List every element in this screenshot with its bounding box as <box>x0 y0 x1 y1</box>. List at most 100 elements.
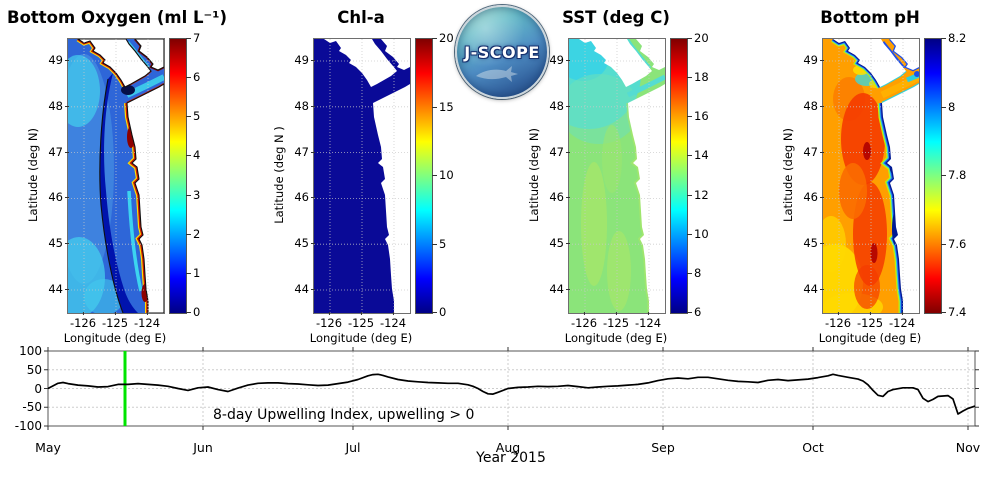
x-axis-label: Longitude (deg E) <box>63 331 167 345</box>
x-tick-label: -124 <box>888 312 916 330</box>
x-tick-label: -126 <box>824 312 852 330</box>
jet-reversed-colorbar-gradient <box>925 39 941 313</box>
y-tick-label: 44 <box>522 282 570 296</box>
colorbar-tick-label: 20 <box>432 31 454 45</box>
x-tick-label: -125 <box>602 312 630 330</box>
colorbar-ticks: 20 18 16 14 12 10 8 6 <box>686 31 728 319</box>
x-tick-label: Nov <box>955 440 981 455</box>
jet-colorbar-gradient <box>170 39 186 313</box>
timeseries-x-axis-label: Year 2015 <box>476 450 546 466</box>
jet-colorbar-gradient <box>416 39 432 313</box>
upwelling-index-line <box>47 373 976 415</box>
map-sst <box>568 38 666 314</box>
x-axis-ticks: -126 -125 -124 <box>67 312 163 330</box>
y-tick-label: 48 <box>21 99 69 113</box>
y-tick-label: 47 <box>776 145 824 159</box>
y-tick-label: -50 <box>22 400 42 415</box>
upwelling-timeseries-plot <box>44 347 979 430</box>
colorbar-tick-label: 7 <box>185 31 201 45</box>
x-axis-label: Longitude (deg E) <box>818 331 922 345</box>
x-tick-label: -125 <box>101 312 129 330</box>
colorbar-tick-label: 0 <box>431 305 447 319</box>
colorbar-tick-label: 1 <box>185 265 201 280</box>
colorbar-tick-label: 3 <box>185 187 201 202</box>
x-tick-label: -124 <box>133 312 161 330</box>
x-tick-label: -125 <box>856 312 884 330</box>
chl-a-heatmap <box>314 39 410 313</box>
colorbar-ticks: 7 6 5 4 3 2 1 0 <box>185 31 227 319</box>
y-tick-label: 45 <box>776 236 824 250</box>
timeseries-month-ticks: May Jun Jul Aug Sep Oct Nov <box>0 440 1000 456</box>
panel-title: Bottom Oxygen (ml L⁻¹) <box>7 8 228 27</box>
y-tick-label: 44 <box>776 282 824 296</box>
y-tick-label: 48 <box>776 99 824 113</box>
colorbar-tick-label: 14 <box>687 148 709 163</box>
x-tick-label: Aug <box>495 440 521 455</box>
x-tick-label: Jun <box>193 440 213 455</box>
y-tick-label: 47 <box>267 145 315 159</box>
x-tick-label: -124 <box>634 312 662 330</box>
y-tick-label: 45 <box>522 236 570 250</box>
y-tick-label: 46 <box>776 190 824 204</box>
colorbar-tick-label: 5 <box>431 236 447 251</box>
colorbar-tick-label: 16 <box>687 109 709 124</box>
colorbar-tick-label: 7.8 <box>940 168 967 182</box>
panel-bottom-ph: Bottom pH Latitude (deg N) <box>762 0 982 345</box>
y-tick-label: 0 <box>34 381 42 396</box>
map-chl-a <box>313 38 411 314</box>
x-axis-ticks: -126 -125 -124 <box>313 312 409 330</box>
x-tick-label: -126 <box>69 312 97 330</box>
x-tick-label: Jul <box>345 440 361 455</box>
panel-sst: SST (deg C) Latitude (deg N) <box>508 0 728 345</box>
bottom-ph-heatmap <box>823 39 919 313</box>
x-tick-label: -124 <box>379 312 407 330</box>
panel-bottom-oxygen: Bottom Oxygen (ml L⁻¹) Latitude (deg N) <box>7 0 227 345</box>
x-tick-label: May <box>35 440 61 455</box>
colorbar-tick-label: 5 <box>185 109 201 124</box>
jet-colorbar-gradient <box>671 39 687 313</box>
colorbar-tick-label: 7.6 <box>940 236 967 251</box>
colorbar-ticks: 8.2 8 7.8 7.6 7.4 <box>940 31 982 319</box>
colorbar-bottom-ph <box>924 38 942 314</box>
colorbar-tick-label: 8.2 <box>940 31 967 45</box>
y-tick-label: 49 <box>522 53 570 67</box>
colorbar-tick-label: 4 <box>185 148 201 163</box>
map-bottom-ph <box>822 38 920 314</box>
x-tick-label: -125 <box>347 312 375 330</box>
y-axis-ticks: 49 48 47 46 45 44 <box>21 38 69 312</box>
colorbar-tick-label: 2 <box>185 226 201 241</box>
y-tick-label: 45 <box>267 236 315 250</box>
y-tick-label: 49 <box>776 53 824 67</box>
y-tick-label: 44 <box>21 282 69 296</box>
timeseries-y-ticks: 100 50 0 -50 -100 <box>4 344 42 437</box>
y-axis-ticks: 49 48 47 46 45 44 <box>267 38 315 312</box>
upwelling-timeseries-panel: 100 50 0 -50 -100 May Jun Jul Aug Sep Oct Nov 8-da… <box>0 344 1000 479</box>
sst-heatmap <box>569 39 665 313</box>
panel-title: Chl-a <box>337 8 385 27</box>
colorbar-tick-label: 6 <box>686 304 702 319</box>
y-tick-label: 44 <box>267 282 315 296</box>
panel-title: SST (deg C) <box>562 8 670 27</box>
colorbar-tick-label: 18 <box>687 70 709 85</box>
y-axis-ticks: 49 48 47 46 45 44 <box>522 38 570 312</box>
colorbar-tick-label: 12 <box>687 187 709 202</box>
x-tick-label: Sep <box>651 440 675 455</box>
y-tick-label: 45 <box>21 236 69 250</box>
panel-chl-a: Chl-a Latitude (deg N ) 49 48 47 46 45 44 -12… <box>253 0 473 345</box>
y-tick-label: 49 <box>21 53 69 67</box>
shark-icon <box>476 66 518 82</box>
x-axis-ticks: -126 -125 -124 <box>822 312 918 330</box>
y-tick-label: 50 <box>26 362 42 377</box>
y-tick-label: 46 <box>267 190 315 204</box>
y-axis-ticks: 49 48 47 46 45 44 <box>776 38 824 312</box>
x-axis-label: Longitude (deg E) <box>564 331 668 345</box>
x-tick-label: -126 <box>315 312 343 330</box>
jscope-logo: J-SCOPE <box>455 5 549 99</box>
colorbar-chl-a <box>415 38 433 314</box>
colorbar-tick-label: 10 <box>432 168 454 182</box>
y-tick-label: 47 <box>21 145 69 159</box>
x-axis-label: Longitude (deg E) <box>309 331 413 345</box>
colorbar-sst <box>670 38 688 314</box>
y-tick-label: -100 <box>14 419 42 433</box>
